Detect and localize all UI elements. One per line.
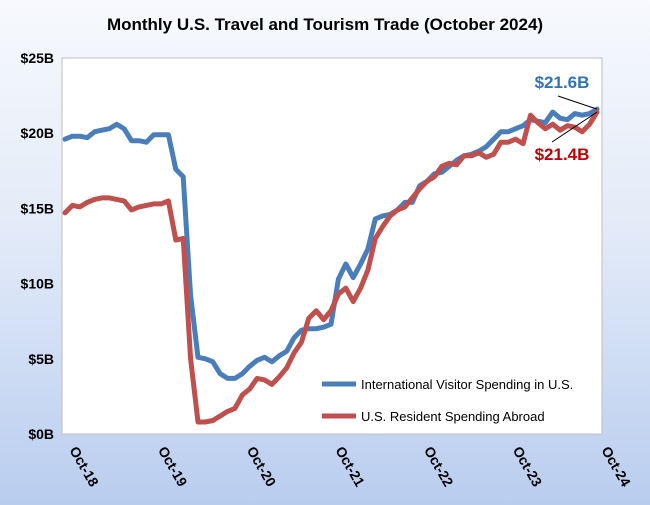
legend-label: International Visitor Spending in U.S.: [361, 377, 573, 392]
x-tick-label: Oct-19: [155, 444, 191, 490]
y-tick-label: $5B: [28, 351, 54, 367]
callout-leader-line: [557, 95, 598, 110]
series-line-0: [62, 106, 600, 381]
y-tick-label: $15B: [21, 200, 54, 216]
x-tick-label: Oct-18: [66, 444, 102, 490]
callout-label: $21.6B: [535, 73, 590, 92]
chart-title: Monthly U.S. Travel and Tourism Trade (O…: [107, 15, 543, 34]
x-tick-label: Oct-24: [598, 444, 634, 490]
callout-label: $21.4B: [535, 145, 590, 164]
annotation-layer: $21.6B $21.4B: [535, 73, 598, 164]
series-layer: [62, 106, 600, 425]
x-tick-label: Oct-21: [332, 444, 368, 490]
y-tick-label: $20B: [21, 125, 54, 141]
y-tick-label: $10B: [21, 276, 54, 292]
x-tick-label: Oct-22: [421, 444, 457, 490]
y-tick-label: $25B: [21, 50, 54, 66]
x-tick-label: Oct-20: [244, 444, 280, 490]
series-line-1: [62, 109, 600, 425]
x-tick-label: Oct-23: [510, 444, 546, 490]
plot-area: [61, 57, 603, 435]
y-tick-label: $0B: [28, 426, 54, 442]
legend-label: U.S. Resident Spending Abroad: [361, 409, 545, 424]
x-axis: Oct-18 Oct-19 Oct-20 Oct-21 Oct-22 Oct-23 Oct-…: [66, 444, 634, 490]
callout-leader-line: [551, 111, 598, 143]
legend: International Visitor Spending in U.S. U.…: [322, 377, 573, 424]
y-axis: $0B $5B $10B $15B $20B $25B: [21, 50, 54, 442]
